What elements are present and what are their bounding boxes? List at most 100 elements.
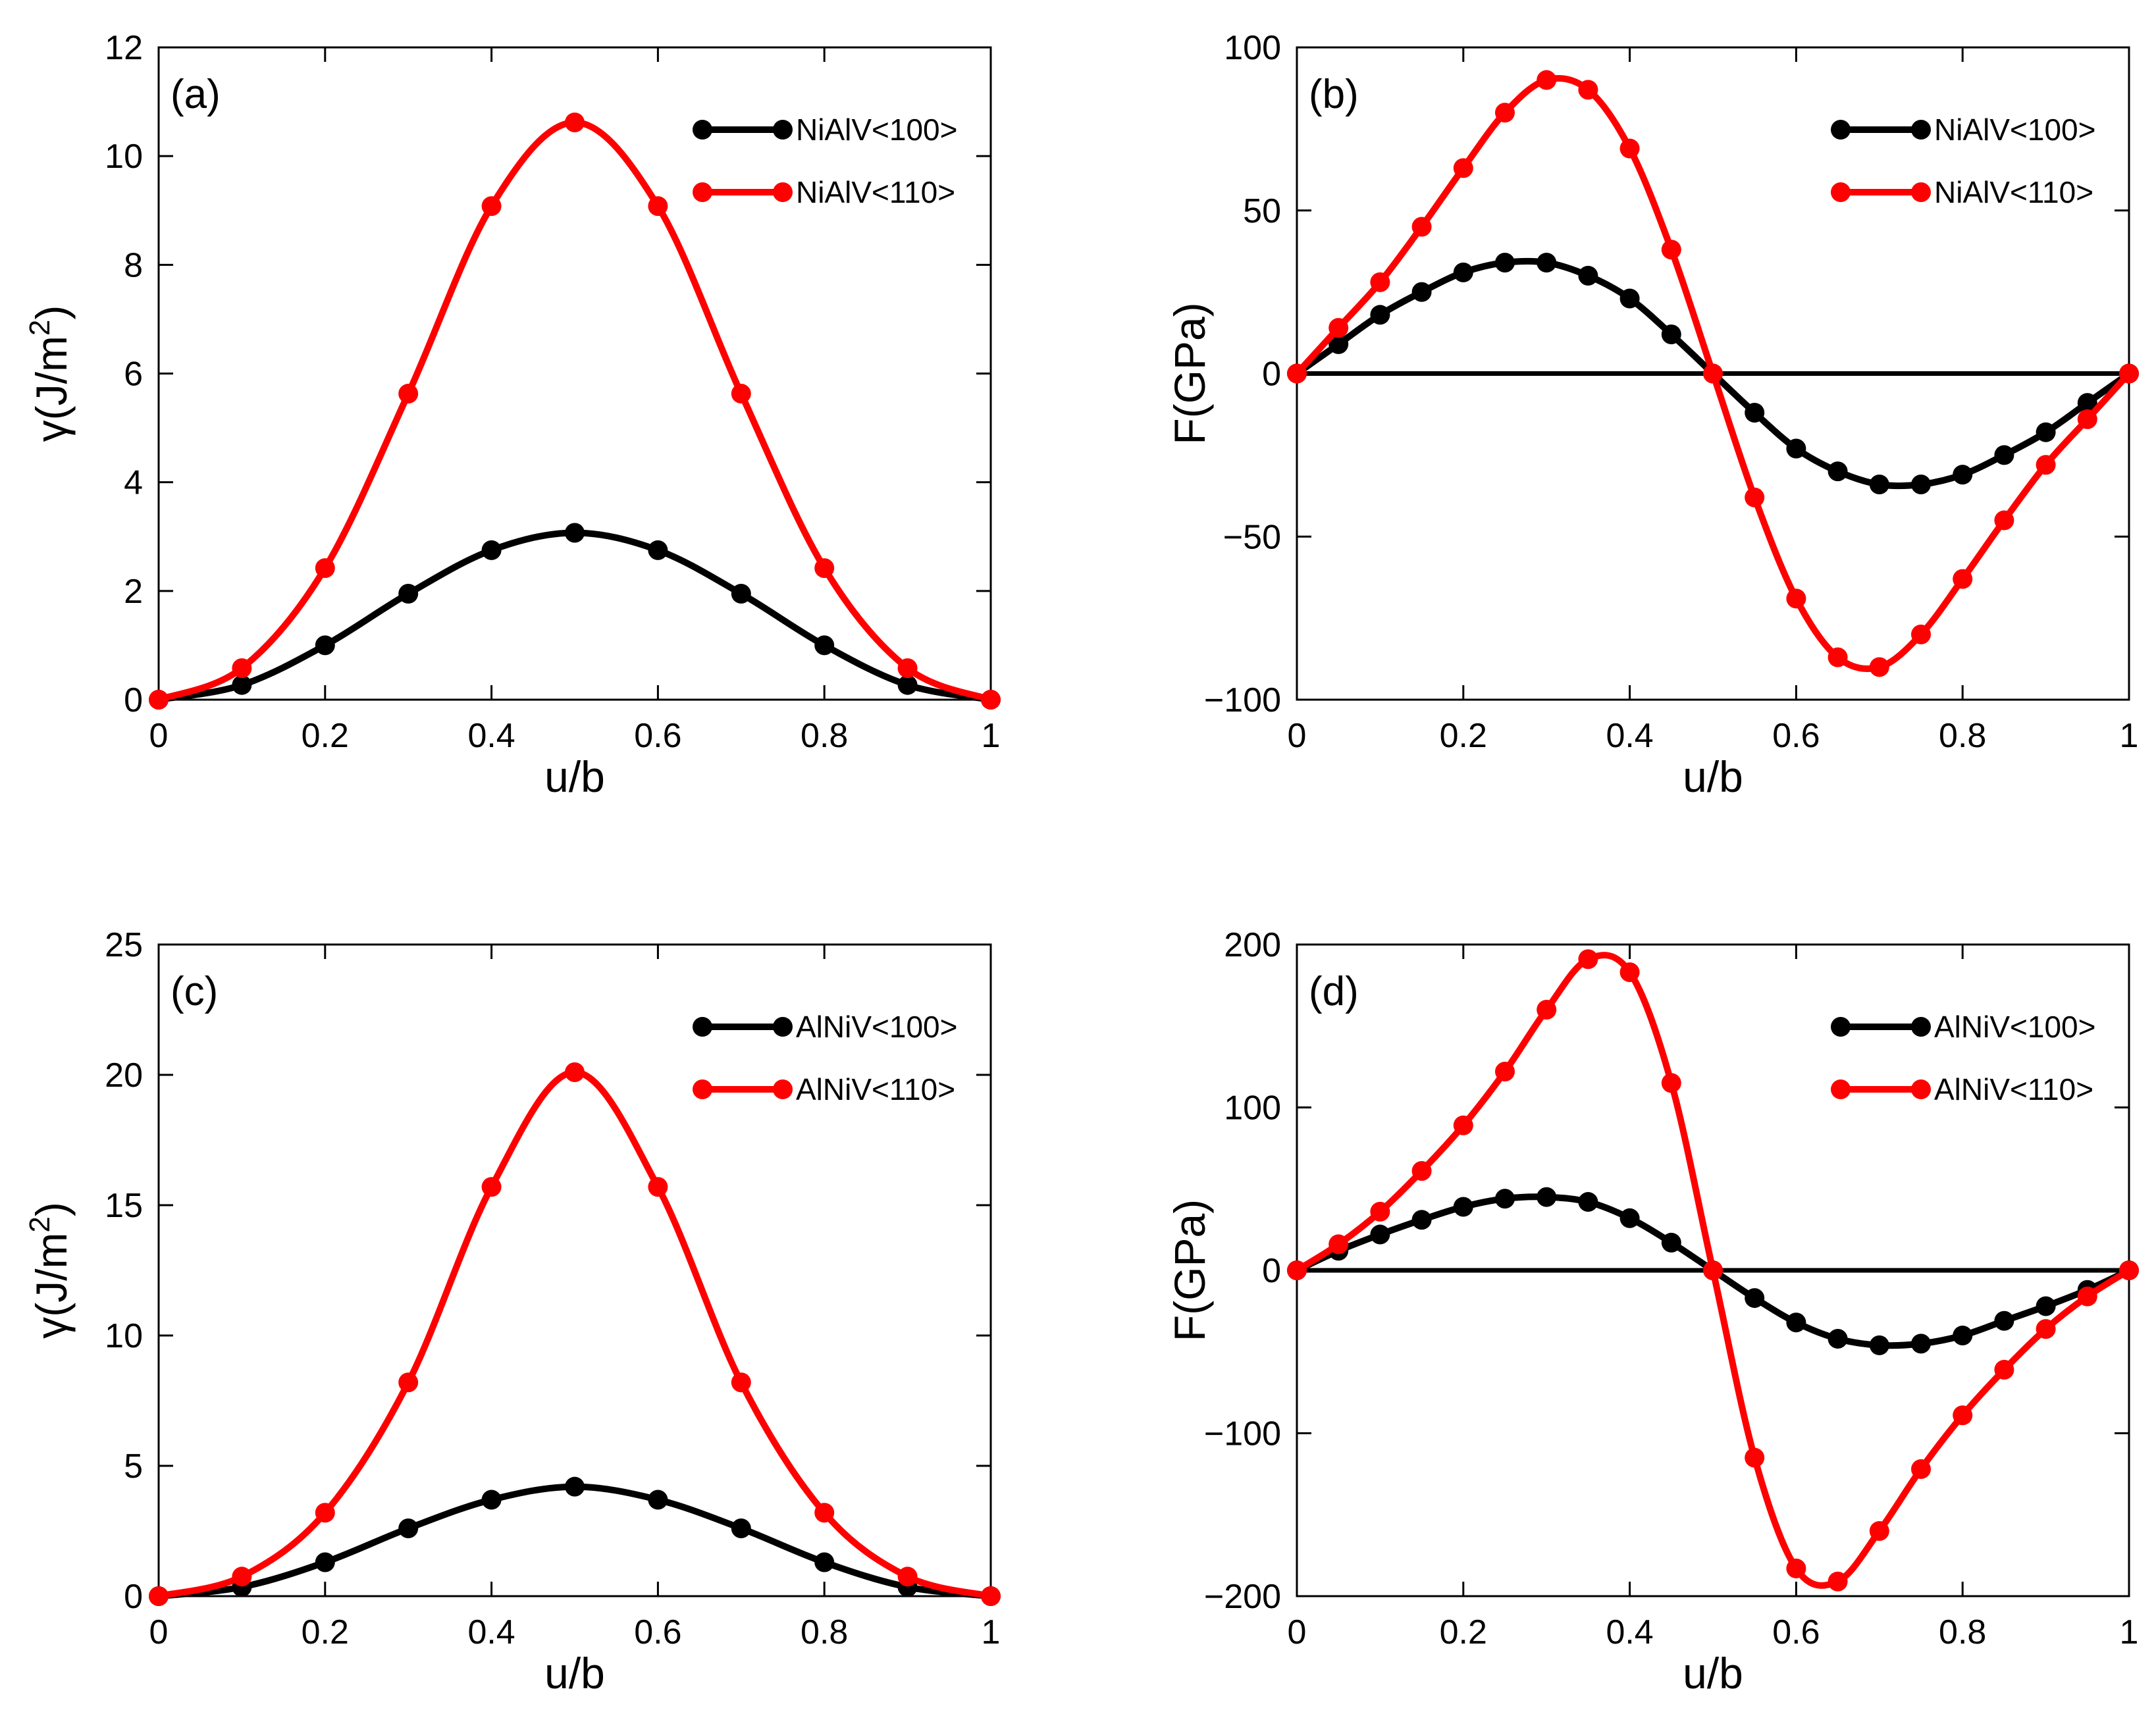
data-point bbox=[1411, 1210, 1432, 1230]
data-point bbox=[1453, 1115, 1473, 1135]
legend-marker bbox=[773, 1017, 793, 1037]
data-point bbox=[232, 675, 252, 695]
data-point bbox=[1661, 240, 1681, 260]
data-point bbox=[1578, 80, 1598, 100]
y-tick-label: 15 bbox=[105, 1187, 143, 1225]
data-point bbox=[315, 558, 335, 579]
x-tick-label: 0.8 bbox=[1939, 1613, 1986, 1651]
x-tick-label: 1 bbox=[2120, 717, 2139, 755]
legend-marker bbox=[1911, 182, 1931, 202]
data-point bbox=[1994, 445, 2014, 465]
data-point bbox=[398, 583, 419, 604]
y-tick-label: 2 bbox=[124, 573, 143, 611]
legend-marker bbox=[1831, 1079, 1851, 1099]
data-point bbox=[1619, 288, 1640, 309]
data-point bbox=[1953, 1326, 1973, 1345]
data-point bbox=[814, 1503, 835, 1523]
data-point bbox=[1411, 282, 1432, 302]
y-tick-label: 100 bbox=[1224, 29, 1281, 67]
x-tick-label: 1 bbox=[2120, 1613, 2139, 1651]
data-point bbox=[1370, 1224, 1390, 1245]
data-point bbox=[814, 635, 835, 656]
x-tick-label: 0.4 bbox=[467, 717, 515, 755]
data-point bbox=[1495, 1189, 1515, 1209]
series-line bbox=[155, 1069, 994, 1599]
y-tick-label: 0 bbox=[124, 1578, 143, 1616]
panel-label: (b) bbox=[1309, 72, 1359, 117]
data-point bbox=[481, 1177, 502, 1197]
data-point bbox=[1869, 1521, 1889, 1541]
legend-marker bbox=[693, 1017, 712, 1037]
data-point bbox=[1953, 1405, 1973, 1426]
data-point bbox=[1537, 1187, 1557, 1207]
data-point bbox=[1703, 1260, 1723, 1280]
legend-label: NiAlV<100> bbox=[1934, 113, 2096, 147]
y-axis-label-sup: 2 bbox=[24, 320, 56, 336]
y-tick-label: 0 bbox=[1262, 1252, 1281, 1290]
data-point bbox=[897, 675, 918, 695]
chart-panel: 0 0.2 0.4 0.6 0.8 1024681012u/bγ(J/m2)(a)NiAl… bbox=[24, 29, 1001, 801]
y-tick-label: 50 bbox=[1243, 192, 1281, 230]
x-tick-label: 0.8 bbox=[1939, 717, 1986, 755]
data-point bbox=[1745, 1288, 1765, 1309]
y-axis-label: γ(J/m2) bbox=[24, 305, 76, 442]
data-point bbox=[1869, 474, 1889, 494]
data-point bbox=[1994, 510, 2014, 531]
data-point bbox=[481, 540, 502, 560]
data-point bbox=[1495, 103, 1515, 123]
x-tick-label: 0 bbox=[1288, 1613, 1307, 1651]
data-point bbox=[1661, 1232, 1681, 1253]
y-tick-label: −100 bbox=[1204, 1415, 1281, 1453]
data-point bbox=[731, 384, 751, 404]
data-point bbox=[1495, 253, 1515, 273]
data-point bbox=[731, 1372, 751, 1393]
data-point bbox=[1911, 624, 1931, 644]
y-axis-label-base: γ(J/m bbox=[27, 336, 76, 442]
legend-marker bbox=[693, 182, 712, 202]
y-tick-label: 8 bbox=[124, 246, 143, 284]
y-tick-label: 25 bbox=[105, 926, 143, 964]
data-point bbox=[1911, 474, 1931, 494]
data-point bbox=[1537, 70, 1557, 90]
data-point bbox=[315, 1552, 335, 1572]
data-point bbox=[814, 558, 835, 579]
x-axis-label: u/b bbox=[544, 752, 605, 801]
x-tick-label: 0.2 bbox=[1440, 1613, 1487, 1651]
panel-label: (c) bbox=[171, 969, 218, 1014]
y-tick-label: −200 bbox=[1204, 1578, 1281, 1616]
data-point bbox=[1287, 363, 1307, 384]
data-point bbox=[1786, 438, 1806, 459]
data-point bbox=[1537, 1000, 1557, 1020]
data-point bbox=[1953, 569, 1973, 589]
x-axis-label: u/b bbox=[1683, 1649, 1743, 1698]
y-tick-label: 10 bbox=[105, 1317, 143, 1355]
data-point bbox=[1495, 1062, 1515, 1082]
legend-marker bbox=[1831, 1017, 1851, 1037]
x-tick-label: 0.4 bbox=[1606, 717, 1653, 755]
data-point bbox=[1370, 305, 1390, 325]
x-tick-label: 0 bbox=[1288, 717, 1307, 755]
data-point bbox=[2036, 422, 2056, 442]
x-tick-label: 0 bbox=[149, 1613, 169, 1651]
y-axis-label-close: ) bbox=[27, 305, 76, 320]
y-tick-label: 0 bbox=[1262, 355, 1281, 394]
data-point bbox=[2077, 409, 2097, 429]
x-tick-label: 0.6 bbox=[1772, 717, 1820, 755]
y-axis-label-base: γ(J/m bbox=[27, 1233, 76, 1339]
y-tick-label: 100 bbox=[1224, 1089, 1281, 1128]
data-point bbox=[2036, 1319, 2056, 1339]
data-point bbox=[398, 1372, 419, 1393]
series-line bbox=[155, 1483, 994, 1599]
data-point bbox=[1370, 272, 1390, 292]
legend-label: AlNiV<110> bbox=[1934, 1072, 2093, 1106]
legend-label: AlNiV<110> bbox=[796, 1072, 955, 1106]
data-point bbox=[1827, 647, 1848, 667]
data-point bbox=[1411, 217, 1432, 237]
legend-marker bbox=[1911, 1017, 1931, 1037]
x-tick-label: 0.8 bbox=[801, 717, 848, 755]
data-point bbox=[1994, 1359, 2014, 1380]
legend-marker bbox=[1911, 1079, 1931, 1099]
data-point bbox=[565, 1476, 585, 1497]
chart-panel: 0 0.2 0.4 0.6 0.8 1 −100 −50 0 50 100 u/b F(GPa) (b) N… bbox=[1165, 29, 2139, 801]
data-point bbox=[897, 658, 918, 679]
